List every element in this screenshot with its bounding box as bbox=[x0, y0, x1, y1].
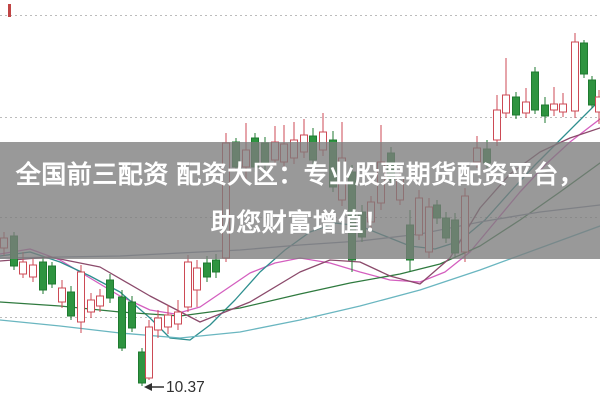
candle-body bbox=[522, 101, 530, 114]
candle-body bbox=[106, 279, 114, 299]
candle bbox=[512, 92, 520, 119]
candle-body bbox=[19, 261, 27, 275]
candle bbox=[39, 257, 47, 294]
candle bbox=[184, 255, 192, 312]
candle bbox=[77, 265, 85, 333]
candle bbox=[106, 274, 114, 303]
promo-text-line1: 全国前三配资 配资大区：专业股票期货配资平台， bbox=[15, 161, 585, 189]
candle bbox=[174, 300, 182, 330]
candle bbox=[145, 320, 153, 380]
candle bbox=[493, 95, 501, 146]
candle-body bbox=[39, 261, 47, 291]
candle-body bbox=[541, 104, 549, 117]
ma-cyan bbox=[0, 225, 600, 339]
candle bbox=[588, 76, 596, 108]
candle-body bbox=[502, 94, 510, 114]
candle bbox=[203, 256, 211, 282]
candle-body bbox=[96, 295, 104, 307]
candle-body bbox=[193, 267, 201, 291]
candle-body bbox=[154, 317, 162, 331]
low-arrow-head bbox=[144, 383, 152, 391]
candle bbox=[67, 286, 75, 320]
candle bbox=[96, 289, 104, 312]
promo-text-band: 全国前三配资 配资大区：专业股票期货配资平台， 助您财富增值！ bbox=[0, 142, 600, 259]
candle-body bbox=[138, 351, 146, 384]
candle bbox=[559, 93, 567, 117]
candle-body bbox=[58, 287, 66, 303]
candle-body bbox=[531, 71, 539, 111]
candle bbox=[550, 87, 558, 116]
candle-body bbox=[595, 96, 600, 113]
candle-body bbox=[67, 291, 75, 317]
low-price-label: 10.37 bbox=[166, 379, 205, 396]
stray-red-tick bbox=[8, 4, 11, 17]
candle bbox=[522, 88, 530, 118]
candle-body bbox=[588, 79, 596, 106]
candle bbox=[541, 97, 549, 123]
candle-body bbox=[87, 299, 95, 313]
candle-body bbox=[145, 326, 153, 379]
candle bbox=[118, 290, 126, 351]
candle-body bbox=[559, 103, 567, 113]
candle-body bbox=[128, 301, 136, 329]
candle-body bbox=[77, 271, 85, 323]
candle bbox=[595, 90, 600, 124]
candle bbox=[164, 305, 172, 334]
candle bbox=[128, 296, 136, 332]
candle-body bbox=[212, 259, 220, 273]
low-annotation: 10.37 bbox=[144, 379, 205, 396]
candle-body bbox=[512, 96, 520, 116]
promo-text-line2: 助您财富增值！ bbox=[210, 209, 390, 237]
candle bbox=[193, 260, 201, 307]
candle-body bbox=[203, 262, 211, 278]
candle-body bbox=[184, 261, 192, 308]
candle bbox=[154, 310, 162, 338]
candle-body bbox=[571, 41, 579, 112]
candle-body bbox=[118, 296, 126, 349]
candle-body bbox=[550, 103, 558, 111]
candle-body bbox=[29, 264, 37, 278]
candle bbox=[580, 40, 588, 78]
candle bbox=[502, 58, 510, 118]
candle bbox=[571, 33, 579, 118]
candle-body bbox=[48, 265, 56, 285]
candle bbox=[48, 262, 56, 288]
candle-body bbox=[164, 314, 172, 328]
candle-body bbox=[493, 109, 501, 141]
candle bbox=[58, 280, 66, 308]
candle bbox=[87, 293, 95, 318]
candle bbox=[531, 67, 539, 114]
candle bbox=[29, 258, 37, 282]
candle-body bbox=[174, 311, 182, 325]
candle-body bbox=[580, 42, 588, 75]
candle bbox=[138, 348, 146, 386]
